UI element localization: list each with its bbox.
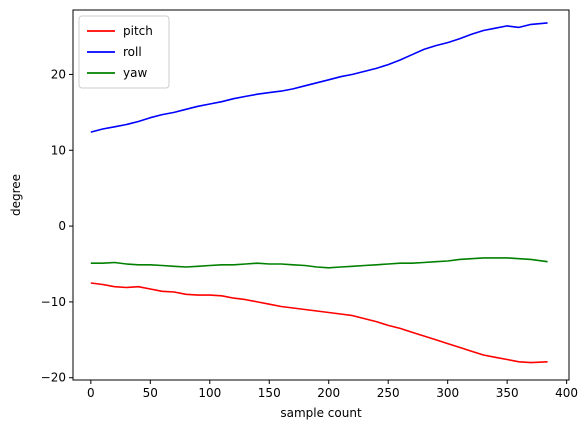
series-line-pitch	[90, 282, 548, 364]
x-tick-label: 50	[143, 386, 158, 400]
x-tick-label: 0	[87, 386, 95, 400]
x-axis-label: sample count	[280, 406, 362, 420]
legend-label: yaw	[123, 66, 147, 80]
y-tick-label: −20	[41, 371, 66, 385]
x-axis: 0 50 100 150 200 250 300 350 400	[87, 380, 578, 400]
x-tick-label: 300	[436, 386, 459, 400]
series-line-roll	[90, 22, 548, 133]
x-tick-label: 100	[198, 386, 221, 400]
x-tick-label: 200	[317, 386, 340, 400]
y-tick-label: −10	[41, 295, 66, 309]
y-axis: −20 −10 0 10 20	[41, 67, 73, 385]
y-axis-label: degree	[9, 174, 23, 216]
y-tick-label: 10	[51, 143, 66, 157]
y-tick-label: 20	[51, 67, 66, 81]
x-tick-label: 150	[258, 386, 281, 400]
series-line-yaw	[90, 257, 548, 269]
legend-label: pitch	[123, 24, 153, 38]
x-tick-label: 350	[496, 386, 519, 400]
x-tick-label: 250	[377, 386, 400, 400]
plot-frame	[72, 9, 570, 381]
legend: pitch roll yaw	[78, 15, 170, 89]
legend-label: roll	[123, 45, 142, 59]
legend-box	[78, 15, 170, 89]
plot-lines	[90, 22, 548, 364]
x-tick-label: 400	[555, 386, 578, 400]
y-tick-label: 0	[58, 219, 66, 233]
